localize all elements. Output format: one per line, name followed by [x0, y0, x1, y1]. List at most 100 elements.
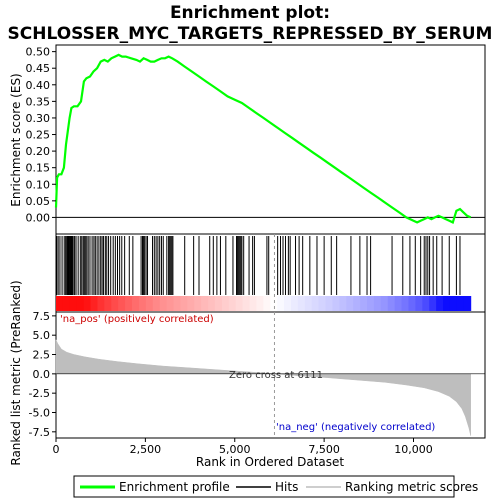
es-y-tick-label: 0.50 [26, 46, 51, 59]
heatmap-segment [270, 296, 278, 311]
heatmap-segment [408, 296, 416, 311]
x-tick-label: 7,500 [308, 443, 340, 456]
heatmap-segment [104, 296, 112, 311]
heatmap-segment [138, 296, 147, 311]
metric-axis-label: Ranked list metric (PreRanked) [9, 280, 23, 465]
heatmap-segment [297, 296, 306, 311]
neg-label: 'na_neg' (negatively correlated) [276, 422, 435, 433]
heatmap-segment [152, 296, 161, 311]
metric-y-tick-label: -7.5 [29, 426, 50, 439]
zero-cross-label: Zero cross at 6111 [229, 370, 323, 381]
es-y-tick-label: 0.10 [26, 178, 51, 191]
metric-y-tick-label: 5.0 [33, 329, 51, 342]
chart-subtitle: SCHLOSSER_MYC_TARGETS_REPRESSED_BY_SERUM [8, 24, 493, 44]
heatmap-segment [242, 296, 251, 311]
heatmap-segment [290, 296, 299, 311]
heatmap-segment [373, 296, 382, 311]
heatmap-segment [443, 296, 451, 311]
metric-y-tick-label: 7.5 [33, 310, 51, 323]
heatmap-segment [214, 296, 223, 311]
heatmap-segment [456, 296, 465, 311]
es-y-tick-label: 0.20 [26, 145, 51, 158]
es-axis-label: Enrichment score (ES) [9, 73, 23, 206]
es-y-tick-label: 0.45 [26, 62, 51, 75]
heatmap-segment [367, 296, 375, 311]
metric-layer [55, 234, 485, 438]
heatmap-segment [228, 296, 237, 311]
es-y-tick-label: 0.35 [26, 95, 51, 108]
x-tick-label: 5,000 [219, 443, 251, 456]
heatmap-segment [132, 296, 140, 311]
heatmap-segment [145, 296, 154, 311]
heatmap-segment [83, 296, 92, 311]
ranking-metric-area [55, 339, 471, 436]
heatmap-segment [208, 296, 216, 311]
heatmap-segment [415, 296, 423, 311]
es-panel-frame [55, 44, 486, 235]
es-layer [54, 53, 485, 224]
x-axis-label: Rank in Ordered Dataset [196, 455, 344, 469]
heatmap-segment [263, 296, 271, 311]
heatmap-segment [201, 296, 209, 311]
es-y-tick-label: 0.05 [26, 195, 51, 208]
heatmap-segment [304, 296, 313, 311]
heatmap-segment [76, 296, 85, 311]
heatmap-segment [256, 296, 264, 311]
heatmap-segment [463, 296, 472, 311]
hits-layer [56, 236, 461, 295]
heatmap-segment [159, 296, 168, 311]
heatmap-segment [90, 296, 98, 311]
es-y-tick-label: 0.15 [26, 162, 51, 175]
heatmap-segment [429, 296, 437, 311]
heatmap-segment [180, 296, 188, 311]
metric-y-tick-label: 0.0 [33, 368, 51, 381]
heatmap-segment [111, 296, 119, 311]
heatmap-segment [69, 296, 78, 311]
heatmap-segment [449, 296, 458, 311]
heatmap-segment [401, 296, 409, 311]
x-tick-label: 10,000 [394, 443, 433, 456]
heatmap-segment [311, 296, 320, 311]
legend-enrichment-label: Enrichment profile [119, 480, 230, 494]
heatmap-segment [166, 296, 174, 311]
heatmap-segment [346, 296, 354, 311]
heatmap-segment [394, 296, 403, 311]
legend-hits-label: Hits [275, 480, 298, 494]
heatmap-segment [249, 296, 257, 311]
heatmap-segment [125, 296, 133, 311]
heatmap-segment [325, 296, 333, 311]
rank-heatmap-bar [56, 296, 472, 311]
heatmap-segment [173, 296, 181, 311]
heatmap-segment [118, 296, 126, 311]
x-tick-label: 0 [53, 443, 60, 456]
metric-y-tick-label: -2.5 [29, 387, 50, 400]
x-tick-label: 2,500 [130, 443, 162, 456]
heatmap-segment [360, 296, 368, 311]
es-y-tick-label: 0.25 [26, 129, 51, 142]
metric-y-tick-label: -5.0 [29, 406, 50, 419]
enrichment-profile-line [54, 53, 472, 224]
heatmap-segment [339, 296, 347, 311]
heatmap-segment [235, 296, 244, 311]
metric-y-tick-label: 2.5 [33, 349, 51, 362]
legend-metric-label: Ranking metric scores [345, 480, 478, 494]
heatmap-segment [422, 296, 430, 311]
heatmap-segment [62, 296, 71, 311]
es-y-tick-label: 0.00 [26, 211, 51, 224]
axes-layer: 0.000.050.100.150.200.250.300.350.400.45… [26, 46, 433, 456]
es-y-tick-label: 0.30 [26, 112, 51, 125]
chart-title: Enrichment plot: [170, 3, 330, 23]
heatmap-segment [318, 296, 327, 311]
heatmap-segment [56, 296, 64, 311]
heatmap-segment [436, 296, 444, 311]
heatmap-segment [332, 296, 340, 311]
heatmap-segment [380, 296, 389, 311]
pos-label: 'na_pos' (positively correlated) [60, 314, 214, 325]
heatmap-segment [187, 296, 195, 311]
es-y-tick-label: 0.40 [26, 79, 51, 92]
heatmap-segment [97, 296, 105, 311]
heatmap-segment [353, 296, 361, 311]
heatmap-segment [221, 296, 230, 311]
heatmap-segment [277, 296, 285, 311]
